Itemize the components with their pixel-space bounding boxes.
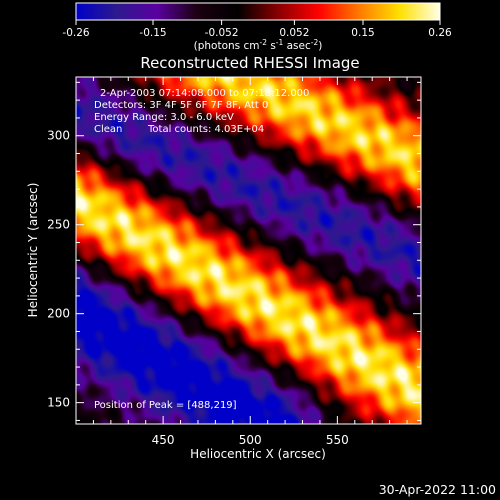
colorbar-tick-label: 0.26	[428, 27, 452, 39]
x-tick-label: 500	[239, 433, 262, 447]
colorbar-tick-label: 0.15	[351, 27, 374, 39]
y-tick-label: 250	[47, 218, 70, 232]
y-axis-label: Heliocentric Y (arcsec)	[26, 183, 40, 318]
colorbar: -0.26 -0.15 -0.052 0.052 0.15 0.26 (photons c…	[62, 2, 452, 52]
annotation-time-range: 2-Apr-2003 07:14:08.000 to 07:18:12.000	[100, 88, 309, 99]
colorbar-tick-label: 0.052	[279, 27, 309, 39]
heatmap-image	[76, 77, 421, 424]
plot-frame	[75, 76, 422, 425]
colorbar-tick-label: -0.15	[139, 27, 166, 39]
y-tick-label: 200	[47, 307, 70, 321]
annotation-detectors: Detectors: 3F 4F 5F 6F 7F 8F, Att 0	[94, 100, 268, 111]
colorbar-frame	[75, 2, 441, 21]
observation-annotations: 2-Apr-2003 07:14:08.000 to 07:18:12.000 …	[94, 88, 309, 411]
y-tick-label: 300	[47, 129, 70, 143]
colorbar-gradient	[76, 3, 440, 20]
timestamp: 30-Apr-2022 11:00	[379, 482, 496, 497]
colorbar-tick-labels: -0.26 -0.15 -0.052 0.052 0.15 0.26	[62, 27, 452, 39]
x-axis-label: Heliocentric X (arcsec)	[190, 447, 326, 461]
annotation-method: Clean	[94, 124, 122, 135]
annotation-energy-range: Energy Range: 3.0 - 6.0 keV	[94, 112, 234, 123]
colorbar-tick-label: -0.052	[205, 27, 239, 39]
annotation-total-counts: Total counts: 4.03E+04	[147, 124, 264, 135]
x-tick-label: 450	[152, 433, 175, 447]
colorbar-tick-label: -0.26	[62, 27, 89, 39]
heatmap-canvas-holder	[76, 77, 421, 424]
colorbar-unit-label: (photons cm-2 s-1 asec-2)	[194, 38, 323, 52]
y-tick-label: 150	[47, 396, 70, 410]
axes: 450 500 550 150 200 250 300	[47, 77, 421, 447]
colorbar-ticks	[75, 20, 441, 25]
chart-title: Reconstructed RHESSI Image	[140, 54, 359, 72]
peak-position-label: Position of Peak = [488,219]	[94, 400, 237, 411]
x-tick-label: 550	[326, 433, 349, 447]
